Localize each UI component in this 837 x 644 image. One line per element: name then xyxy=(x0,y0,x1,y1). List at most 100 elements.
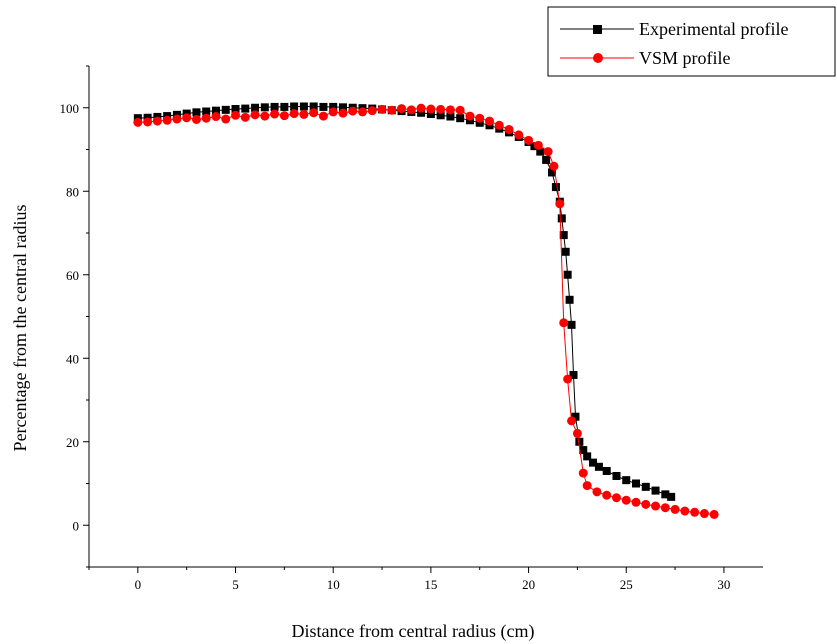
legend: Experimental profile VSM profile xyxy=(547,6,836,77)
data-point-experimental xyxy=(571,412,580,421)
data-point-vsm xyxy=(172,114,182,124)
data-point-experimental xyxy=(563,270,572,279)
data-point-vsm xyxy=(221,114,231,124)
x-tick-label: 0 xyxy=(135,577,142,592)
data-point-experimental xyxy=(612,471,621,480)
y-tick-label: 20 xyxy=(66,435,79,450)
y-tick-label: 0 xyxy=(73,518,80,533)
data-point-vsm xyxy=(670,504,680,514)
data-point-experimental xyxy=(542,155,551,164)
data-point-experimental xyxy=(667,492,676,501)
data-point-vsm xyxy=(641,499,651,509)
data-point-vsm xyxy=(582,481,592,491)
x-tick-label: 10 xyxy=(327,577,340,592)
data-point-vsm xyxy=(563,374,573,384)
x-axis-ticks: 0 5 10 15 20 25 30 xyxy=(88,567,730,592)
data-point-experimental xyxy=(589,458,598,467)
data-point-vsm xyxy=(309,108,319,118)
data-point-experimental xyxy=(651,486,660,495)
data-point-experimental xyxy=(299,102,308,111)
data-point-vsm xyxy=(455,105,465,115)
data-point-vsm xyxy=(709,509,719,519)
data-point-vsm xyxy=(475,113,485,123)
data-point-vsm xyxy=(651,501,661,511)
data-point-vsm xyxy=(260,111,270,121)
data-point-vsm xyxy=(699,509,709,519)
data-point-vsm xyxy=(660,503,670,513)
data-point-vsm xyxy=(289,109,299,119)
legend-label-experimental: Experimental profile xyxy=(639,19,788,39)
data-point-experimental xyxy=(661,490,670,499)
data-point-vsm xyxy=(621,495,631,505)
data-point-experimental xyxy=(241,104,250,113)
legend-marker-experimental xyxy=(593,25,602,34)
y-axis-title: Percentage from the central radius xyxy=(10,205,30,452)
data-point-vsm xyxy=(328,107,338,117)
data-point-vsm xyxy=(602,490,612,500)
data-point-experimental xyxy=(548,168,557,177)
data-point-vsm xyxy=(270,109,280,119)
data-point-vsm xyxy=(406,105,416,115)
data-point-experimental xyxy=(641,482,650,491)
data-point-vsm xyxy=(559,318,569,328)
data-point-vsm xyxy=(201,113,211,123)
data-point-experimental xyxy=(270,102,279,111)
data-point-vsm xyxy=(504,124,514,134)
data-point-vsm xyxy=(182,113,192,123)
data-point-experimental xyxy=(446,112,455,121)
data-point-experimental xyxy=(565,295,574,304)
data-point-vsm xyxy=(387,105,397,115)
data-point-vsm xyxy=(690,507,700,517)
data-point-vsm xyxy=(578,468,588,478)
data-point-vsm xyxy=(377,104,387,114)
data-point-experimental xyxy=(559,231,568,240)
data-point-vsm xyxy=(611,493,621,503)
data-point-experimental xyxy=(436,111,445,120)
x-tick-label: 5 xyxy=(232,577,239,592)
data-point-experimental xyxy=(475,118,484,127)
data-point-experimental xyxy=(202,107,211,116)
data-point-experimental xyxy=(231,105,240,114)
data-point-vsm xyxy=(631,497,641,507)
data-point-experimental xyxy=(583,452,592,461)
data-point-vsm xyxy=(318,111,328,121)
data-point-experimental xyxy=(579,446,588,455)
legend-label-vsm: VSM profile xyxy=(639,48,731,68)
data-point-experimental xyxy=(575,437,584,446)
data-point-experimental xyxy=(594,462,603,471)
data-point-vsm xyxy=(299,109,309,119)
data-point-experimental xyxy=(622,476,631,485)
data-point-experimental xyxy=(561,247,570,256)
x-tick-label: 20 xyxy=(522,577,535,592)
data-point-vsm xyxy=(426,104,436,114)
legend-box xyxy=(547,6,836,77)
data-point-vsm xyxy=(231,110,241,120)
data-point-experimental xyxy=(536,147,545,156)
data-point-vsm xyxy=(211,112,221,122)
data-point-experimental xyxy=(557,214,566,223)
data-point-experimental xyxy=(319,102,328,111)
data-point-experimental xyxy=(260,103,269,112)
data-point-experimental xyxy=(426,110,435,119)
data-point-experimental xyxy=(192,108,201,117)
data-point-vsm xyxy=(152,116,162,126)
data-point-vsm xyxy=(514,130,524,140)
series-vsm xyxy=(133,103,719,519)
data-point-vsm xyxy=(338,108,348,118)
y-tick-label: 40 xyxy=(66,351,79,366)
data-point-vsm xyxy=(416,103,426,113)
data-point-experimental xyxy=(602,466,611,475)
series-experimental xyxy=(133,102,676,501)
data-point-experimental xyxy=(251,103,260,112)
legend-entry-vsm: VSM profile xyxy=(560,48,731,68)
y-tick-label: 60 xyxy=(66,268,79,283)
data-point-vsm xyxy=(358,107,368,117)
data-point-experimental xyxy=(329,102,338,111)
y-tick-label: 100 xyxy=(60,101,80,116)
data-point-experimental xyxy=(417,108,426,117)
data-point-vsm xyxy=(555,199,565,209)
data-point-experimental xyxy=(632,479,641,488)
data-point-vsm xyxy=(567,416,577,426)
x-tick-label: 25 xyxy=(620,577,633,592)
data-point-vsm xyxy=(348,106,358,116)
